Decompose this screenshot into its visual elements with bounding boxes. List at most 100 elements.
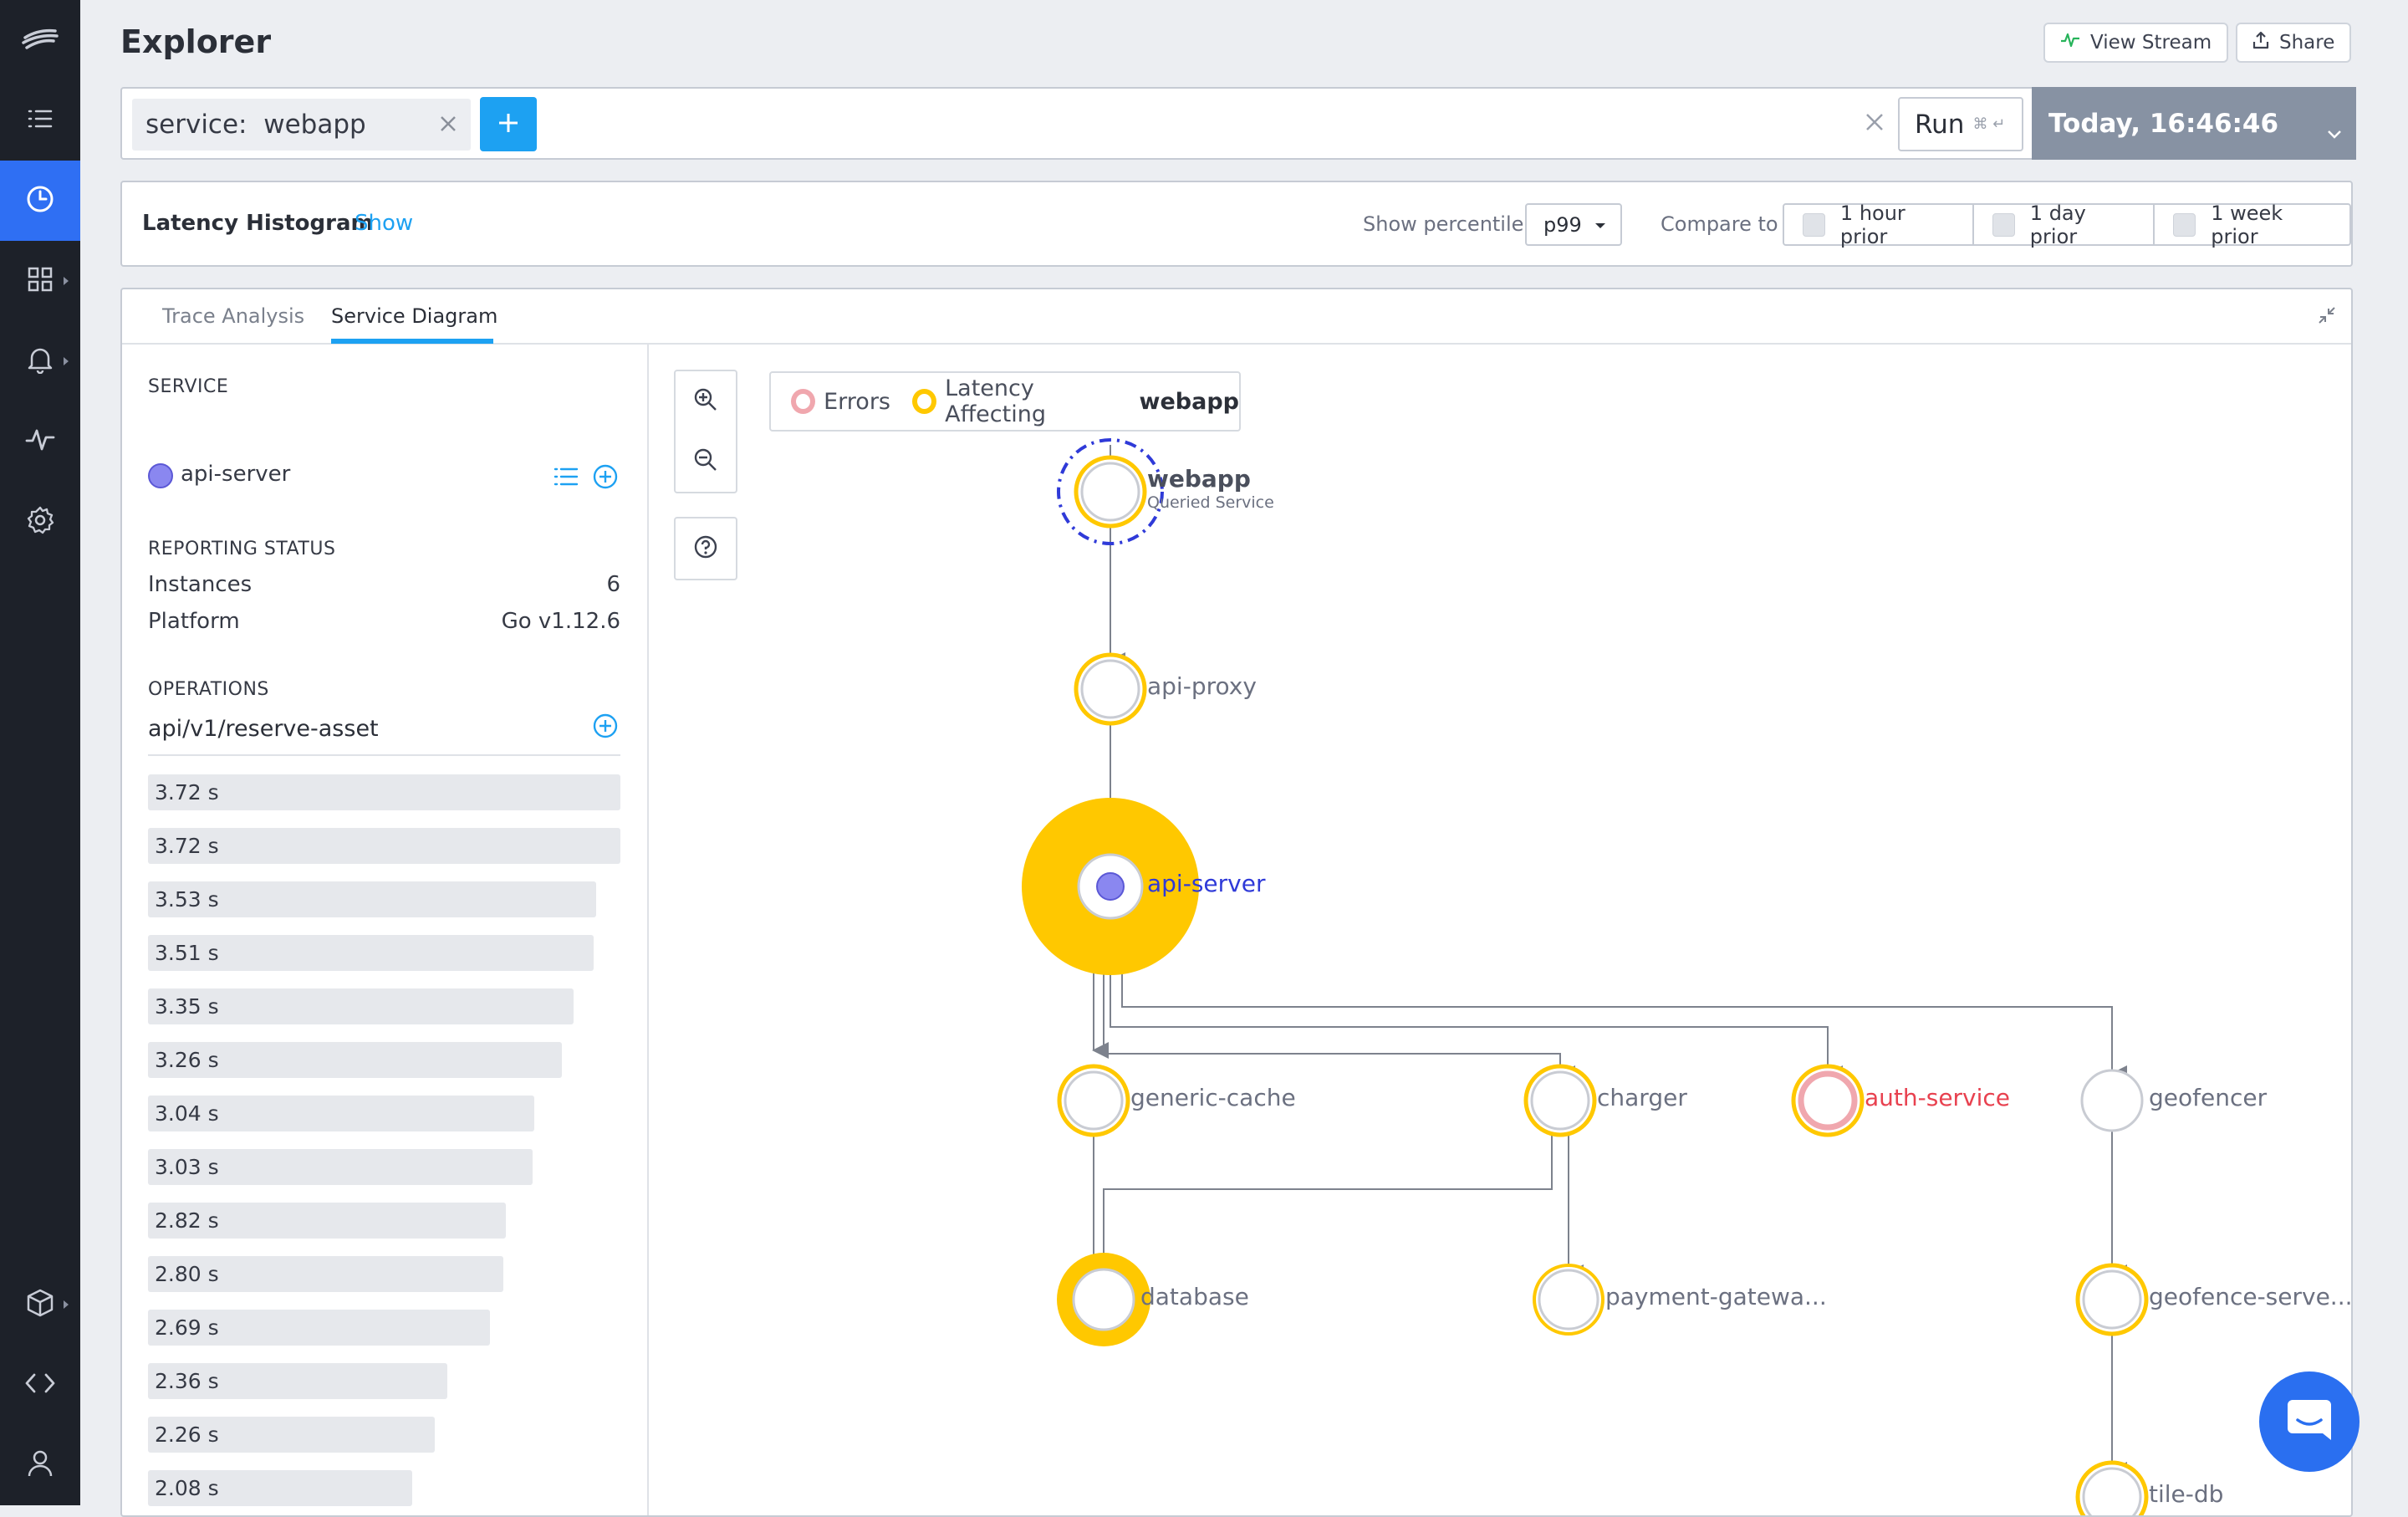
percentile-value: p99 bbox=[1543, 212, 1582, 237]
node-core bbox=[1080, 462, 1140, 522]
add-filter-button[interactable] bbox=[480, 97, 537, 151]
nav-streams[interactable] bbox=[0, 401, 80, 482]
nav-dashboards[interactable] bbox=[0, 241, 80, 321]
histogram-show-link[interactable]: Show bbox=[355, 211, 414, 236]
latency-row[interactable]: 3.72 s bbox=[148, 774, 620, 810]
latency-row[interactable]: 3.03 s bbox=[148, 1149, 533, 1185]
latency-row[interactable]: 3.04 s bbox=[148, 1096, 534, 1131]
pulse-icon bbox=[25, 427, 55, 456]
label-geofencer: geofencer bbox=[2149, 1084, 2268, 1111]
latency-row[interactable]: 2.26 s bbox=[148, 1417, 435, 1453]
run-shortcut: ⌘ ↵ bbox=[1972, 115, 2006, 133]
close-icon[interactable] bbox=[436, 111, 461, 143]
main-content: Explorer View Stream Share service: weba… bbox=[80, 0, 2408, 1517]
percentile-select[interactable]: p99 bbox=[1525, 203, 1622, 246]
latency-row[interactable]: 3.51 s bbox=[148, 935, 594, 971]
add-circle-icon[interactable] bbox=[592, 713, 619, 743]
nav-account[interactable] bbox=[0, 1425, 80, 1505]
zoom-in-button[interactable] bbox=[676, 371, 736, 432]
label-generic-cache: generic-cache bbox=[1130, 1084, 1296, 1111]
share-button[interactable]: Share bbox=[2236, 23, 2352, 63]
latency-row[interactable]: 3.72 s bbox=[148, 828, 620, 864]
query-chip[interactable]: service: webapp bbox=[132, 99, 471, 151]
checkbox[interactable] bbox=[2173, 212, 2196, 237]
nav-developer[interactable] bbox=[0, 1345, 80, 1425]
help-button[interactable] bbox=[674, 517, 737, 580]
service-color-dot bbox=[148, 463, 173, 488]
latency-row[interactable]: 2.82 s bbox=[148, 1203, 506, 1239]
compare-1-day[interactable]: 1 day prior bbox=[1974, 202, 2155, 248]
compare-label-2: 1 day prior bbox=[2029, 201, 2086, 248]
edge bbox=[1110, 940, 1843, 1082]
node-core bbox=[1080, 659, 1140, 719]
logo-icon[interactable] bbox=[0, 0, 80, 80]
tab-trace-analysis[interactable]: Trace Analysis bbox=[162, 304, 305, 328]
chip-value: webapp bbox=[263, 110, 366, 140]
checkbox[interactable] bbox=[1992, 212, 2015, 237]
list-icon[interactable] bbox=[554, 467, 579, 490]
latency-row[interactable]: 3.53 s bbox=[148, 881, 596, 917]
compare-1-week[interactable]: 1 week prior bbox=[2155, 202, 2349, 248]
compare-label-1: 1 hour prior bbox=[1839, 201, 1905, 248]
time-selector[interactable]: Today, 16:46:46 bbox=[2032, 87, 2356, 160]
nav-integrations[interactable] bbox=[0, 1264, 80, 1345]
latency-row[interactable]: 3.35 s bbox=[148, 988, 574, 1024]
label-api-proxy: api-proxy bbox=[1147, 672, 1257, 700]
compare-1-hour[interactable]: 1 hour prior bbox=[1784, 202, 1974, 248]
node-core bbox=[2082, 1467, 2142, 1515]
time-value: Today, 16:46:46 bbox=[2048, 108, 2279, 139]
node-core bbox=[2082, 1269, 2142, 1330]
node-core bbox=[1064, 1070, 1124, 1131]
add-circle-icon[interactable] bbox=[592, 463, 619, 493]
view-stream-button[interactable]: View Stream bbox=[2043, 23, 2229, 63]
compare-label: Compare to bbox=[1661, 212, 1778, 236]
collapse-icon[interactable] bbox=[2316, 304, 2338, 329]
run-button[interactable]: Run ⌘ ↵ bbox=[1898, 97, 2023, 151]
chat-icon bbox=[2284, 1397, 2334, 1447]
list-icon bbox=[27, 107, 54, 134]
node-database[interactable] bbox=[1072, 1268, 1135, 1331]
chat-launcher[interactable] bbox=[2259, 1371, 2360, 1472]
node-core bbox=[1530, 1070, 1590, 1131]
plus-icon bbox=[497, 111, 520, 138]
tab-service-diagram[interactable]: Service Diagram bbox=[331, 304, 498, 328]
zoom-out-button[interactable] bbox=[676, 432, 736, 492]
edge bbox=[1103, 940, 1575, 1082]
legend-latency: Latency Affecting bbox=[945, 375, 1046, 427]
latency-histogram-bar: Latency Histogram Show Show percentile p… bbox=[120, 181, 2353, 267]
chip-key: service: bbox=[145, 110, 247, 140]
legend-latency-service: webapp bbox=[1139, 388, 1240, 415]
operation-name: api/v1/reserve-asset bbox=[148, 716, 379, 742]
clock-icon bbox=[25, 184, 55, 217]
compare-options: 1 hour prior 1 day prior 1 week prior bbox=[1783, 202, 2351, 248]
diagram-edges bbox=[1092, 445, 2127, 1479]
label-queried-service: Queried Service bbox=[1147, 493, 1274, 512]
histogram-title: Latency Histogram bbox=[142, 211, 374, 236]
node-core bbox=[1096, 872, 1125, 901]
bell-icon bbox=[27, 345, 54, 377]
latency-row[interactable]: 2.36 s bbox=[148, 1363, 447, 1399]
instances-value: 6 bbox=[606, 572, 620, 597]
checkbox[interactable] bbox=[1803, 212, 1825, 237]
legend-errors: Errors bbox=[824, 388, 890, 415]
nav-explorer[interactable] bbox=[0, 161, 80, 241]
user-icon bbox=[27, 1449, 54, 1481]
selected-ring bbox=[1057, 438, 1164, 545]
platform-value: Go v1.12.6 bbox=[501, 609, 620, 634]
cube-icon bbox=[26, 1288, 54, 1321]
nav-alerts[interactable] bbox=[0, 321, 80, 401]
compare-label-3: 1 week prior bbox=[2211, 201, 2283, 248]
label-tile-db: tile-db bbox=[2149, 1480, 2224, 1508]
chevron-down-icon bbox=[2326, 117, 2343, 147]
share-label: Share bbox=[2279, 32, 2335, 54]
latency-row[interactable]: 3.26 s bbox=[148, 1042, 562, 1078]
nav-settings[interactable] bbox=[0, 482, 80, 562]
latency-row[interactable]: 2.08 s bbox=[148, 1470, 412, 1506]
node-geofencer[interactable] bbox=[2080, 1069, 2144, 1132]
help-icon bbox=[693, 534, 718, 563]
percentile-label: Show percentile bbox=[1363, 212, 1524, 236]
latency-row[interactable]: 2.80 s bbox=[148, 1256, 503, 1292]
nav-list[interactable] bbox=[0, 80, 80, 161]
clear-query-icon[interactable] bbox=[1861, 109, 1888, 139]
latency-row[interactable]: 2.69 s bbox=[148, 1310, 490, 1346]
